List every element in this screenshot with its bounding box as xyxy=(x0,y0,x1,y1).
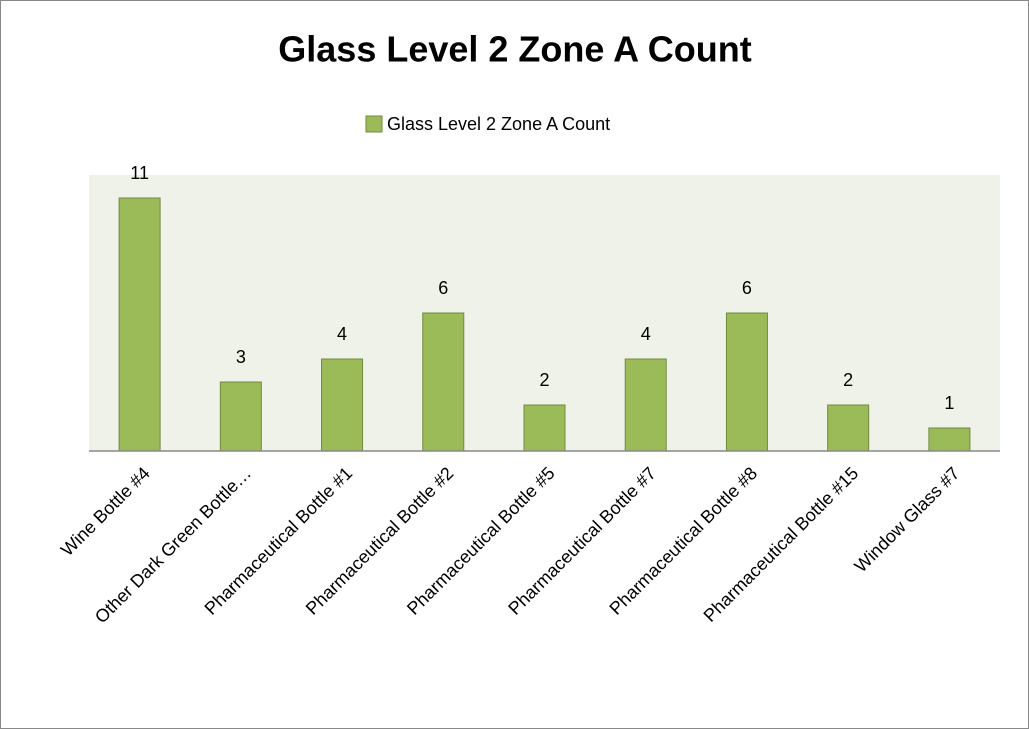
legend-swatch xyxy=(365,115,383,133)
bar xyxy=(827,404,870,452)
bar xyxy=(624,358,667,452)
data-label: 6 xyxy=(742,278,752,298)
bar xyxy=(321,358,364,452)
data-label: 2 xyxy=(539,370,549,390)
chart-title: Glass Level 2 Zone A Count xyxy=(278,29,751,70)
data-label: 4 xyxy=(337,324,347,344)
bar xyxy=(725,312,768,452)
bar xyxy=(118,197,161,452)
data-label: 11 xyxy=(130,163,149,183)
data-label: 6 xyxy=(438,278,448,298)
bar xyxy=(523,404,566,452)
bar xyxy=(422,312,465,452)
bar xyxy=(219,381,262,452)
data-label: 1 xyxy=(944,393,954,413)
bar xyxy=(928,427,971,452)
data-label: 4 xyxy=(641,324,651,344)
data-label: 3 xyxy=(236,347,246,367)
data-label: 2 xyxy=(843,370,853,390)
legend-label: Glass Level 2 Zone A Count xyxy=(387,114,610,134)
